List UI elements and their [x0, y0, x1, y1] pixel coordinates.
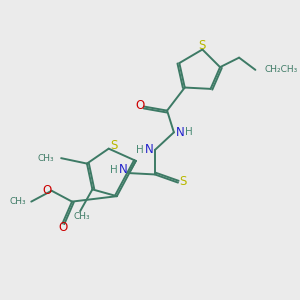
Text: CH₂CH₃: CH₂CH₃: [265, 65, 298, 74]
Text: H: H: [185, 127, 193, 137]
Text: H: H: [110, 165, 118, 175]
Text: H: H: [136, 145, 143, 155]
Text: S: S: [199, 39, 206, 52]
Text: CH₃: CH₃: [38, 154, 54, 163]
Text: O: O: [42, 184, 51, 197]
Text: N: N: [119, 163, 128, 176]
Text: O: O: [135, 99, 145, 112]
Text: CH₃: CH₃: [73, 212, 90, 221]
Text: N: N: [145, 143, 153, 157]
Text: S: S: [179, 175, 187, 188]
Text: N: N: [176, 126, 184, 139]
Text: S: S: [110, 140, 117, 152]
Text: O: O: [58, 221, 67, 234]
Text: CH₃: CH₃: [9, 197, 26, 206]
